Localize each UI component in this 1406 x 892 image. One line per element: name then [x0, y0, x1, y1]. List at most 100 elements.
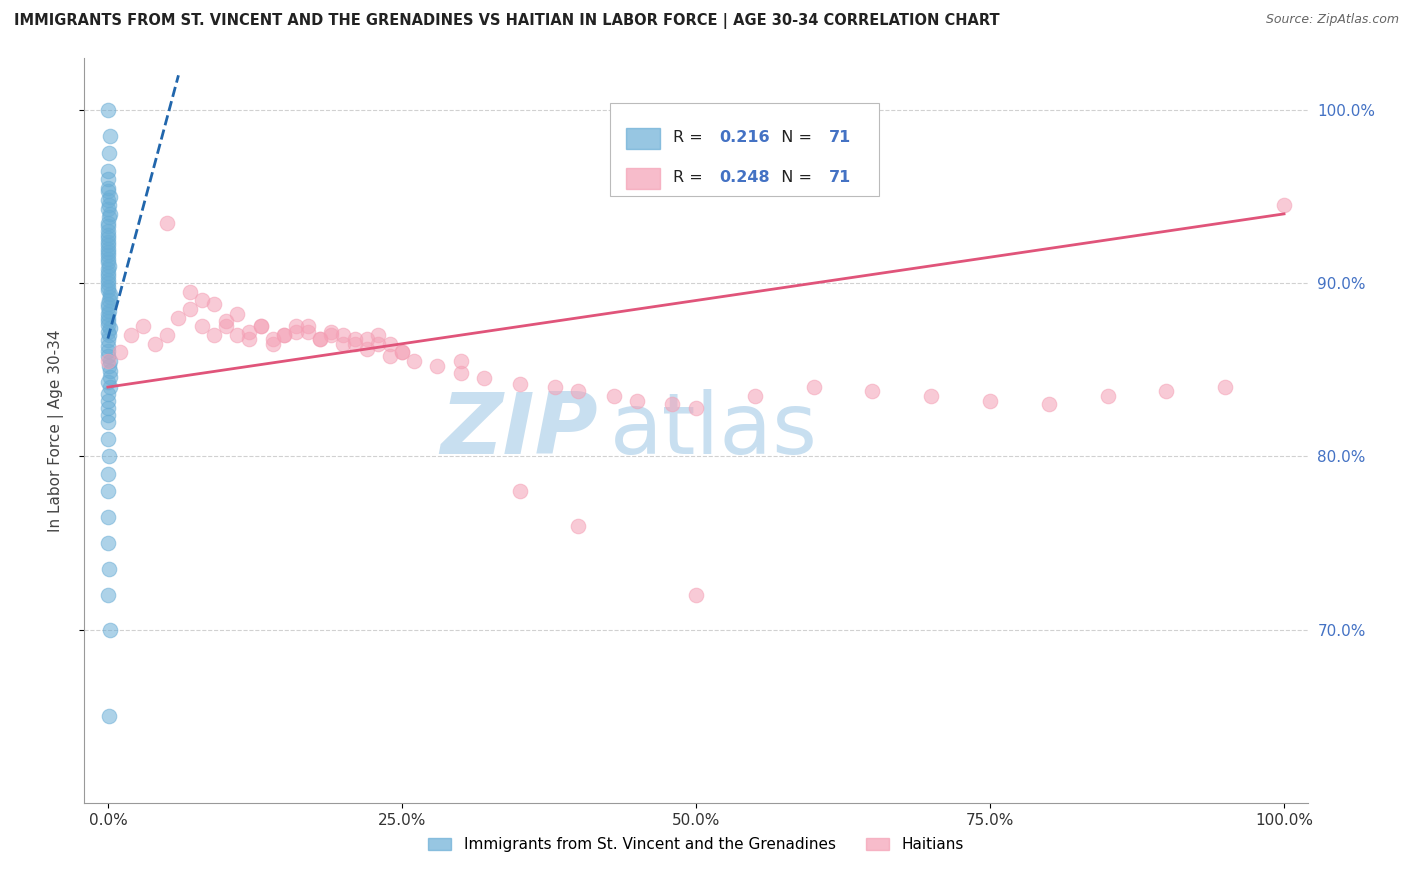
- Point: [273, 328, 295, 343]
- Point: [97, 408, 120, 422]
- Point: [98, 369, 121, 384]
- Point: [98, 359, 121, 374]
- Point: [191, 293, 214, 308]
- Point: [356, 342, 378, 356]
- Point: [567, 384, 589, 398]
- Point: [97, 467, 120, 481]
- Point: [262, 332, 284, 346]
- Point: [97, 588, 120, 602]
- Point: [602, 389, 624, 403]
- Point: [450, 366, 472, 380]
- Point: [97, 103, 120, 117]
- Point: [98, 290, 121, 304]
- Point: [321, 328, 343, 343]
- Point: [214, 319, 236, 334]
- Point: [661, 397, 683, 411]
- Point: [191, 319, 214, 334]
- Point: [297, 319, 319, 334]
- Point: [98, 207, 121, 221]
- Point: [98, 364, 121, 378]
- Point: [97, 252, 120, 266]
- Point: [97, 338, 120, 352]
- Text: 0.248: 0.248: [720, 169, 770, 185]
- Point: [97, 301, 120, 315]
- Point: [920, 389, 942, 403]
- Point: [97, 510, 120, 524]
- Point: [98, 380, 121, 394]
- Point: [97, 193, 120, 207]
- Point: [97, 307, 120, 321]
- Point: [1272, 198, 1295, 212]
- Point: [285, 325, 308, 339]
- Text: 0.216: 0.216: [720, 129, 770, 145]
- Point: [97, 328, 120, 343]
- Point: [97, 172, 120, 186]
- Point: [97, 185, 120, 199]
- Point: [509, 376, 531, 391]
- Point: [97, 325, 120, 339]
- Point: [367, 328, 389, 343]
- Point: [97, 349, 120, 363]
- Point: [98, 562, 121, 576]
- Point: [472, 371, 495, 385]
- Point: [391, 345, 413, 359]
- Point: [238, 332, 260, 346]
- Text: N =: N =: [770, 129, 811, 145]
- Point: [97, 269, 120, 284]
- Point: [332, 336, 354, 351]
- Point: [1156, 384, 1178, 398]
- Text: 71: 71: [830, 169, 852, 185]
- Point: [97, 255, 120, 269]
- Point: [167, 310, 190, 325]
- Point: [98, 211, 121, 225]
- Point: [202, 328, 225, 343]
- Point: [509, 483, 531, 498]
- Point: [98, 128, 121, 143]
- Point: [426, 359, 449, 374]
- Point: [685, 588, 707, 602]
- Point: [226, 307, 249, 321]
- Point: [544, 380, 567, 394]
- Point: [132, 319, 155, 334]
- Point: [744, 389, 766, 403]
- Point: [97, 235, 120, 249]
- Point: [97, 248, 120, 262]
- Text: R =: R =: [672, 129, 707, 145]
- Point: [97, 343, 120, 358]
- Point: [391, 345, 413, 359]
- Point: [97, 375, 120, 389]
- Point: [97, 334, 120, 348]
- Point: [262, 336, 284, 351]
- Point: [356, 332, 378, 346]
- Point: [156, 215, 179, 229]
- Point: [98, 286, 121, 301]
- Point: [343, 332, 366, 346]
- Point: [97, 401, 120, 415]
- Point: [97, 242, 120, 256]
- Point: [120, 328, 142, 343]
- Point: [98, 146, 121, 161]
- Text: N =: N =: [770, 169, 811, 185]
- Point: [308, 332, 330, 346]
- Text: ZIP: ZIP: [440, 389, 598, 472]
- Point: [97, 279, 120, 293]
- Text: 71: 71: [830, 129, 852, 145]
- Y-axis label: In Labor Force | Age 30-34: In Labor Force | Age 30-34: [48, 329, 63, 532]
- Point: [97, 219, 120, 233]
- Point: [97, 224, 120, 238]
- Point: [567, 518, 589, 533]
- Point: [97, 536, 120, 550]
- Point: [179, 302, 201, 317]
- Point: [108, 345, 131, 359]
- Point: [98, 354, 121, 368]
- Point: [285, 319, 308, 334]
- Point: [97, 432, 120, 446]
- Point: [179, 285, 201, 299]
- Point: [297, 325, 319, 339]
- Point: [97, 310, 120, 325]
- Point: [97, 283, 120, 297]
- Point: [380, 349, 402, 363]
- FancyBboxPatch shape: [626, 128, 661, 149]
- Point: [156, 328, 179, 343]
- Point: [238, 325, 260, 339]
